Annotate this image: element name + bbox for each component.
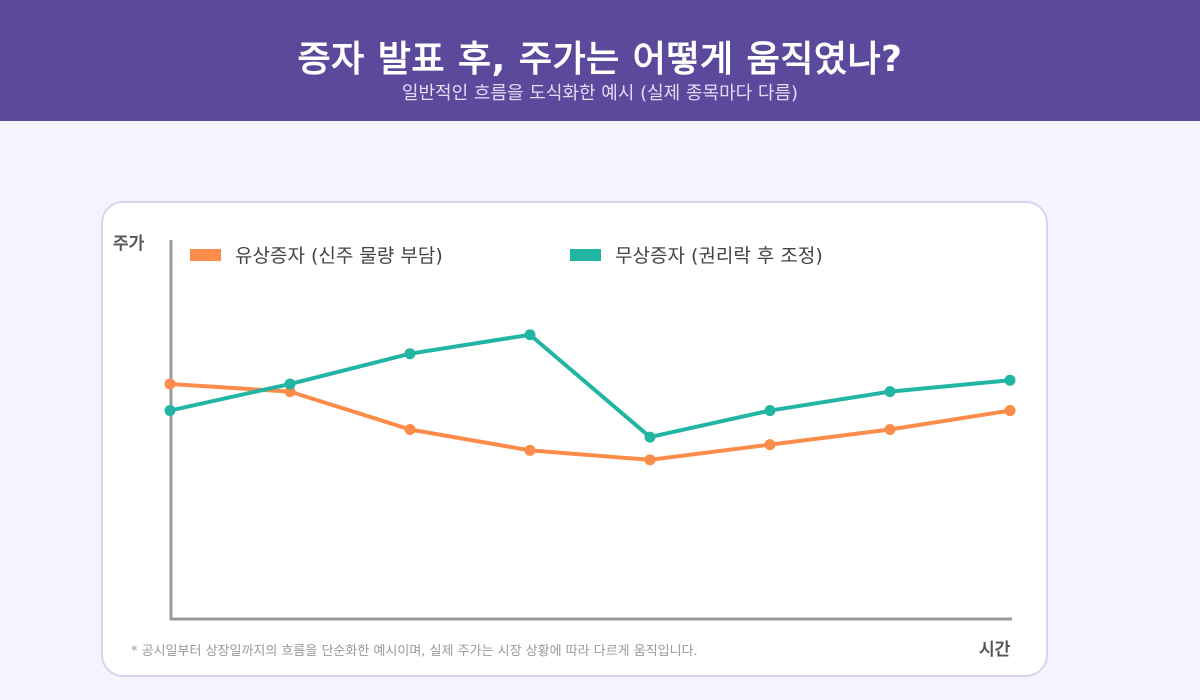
data-point-2-4: [524, 329, 536, 341]
legend: 유상증자 (신주 물량 부담) 무상증자 (권리락 후 조정): [190, 245, 823, 267]
data-point-1-3: [404, 424, 416, 435]
page-title: 증자 발표 후, 주가는 어떻게 움직였나?: [297, 39, 903, 80]
legend-swatch-2: [570, 249, 601, 261]
series-2: [164, 329, 1016, 443]
header-banner: 증자 발표 후, 주가는 어떻게 움직였나? 일반적인 흐름을 도식화한 예시 …: [0, 0, 1200, 121]
data-point-1-8: [1004, 405, 1016, 417]
page-subtitle: 일반적인 흐름을 도식화한 예시 (실제 종목마다 다름): [401, 83, 799, 104]
y-axis-label: 주가: [113, 234, 145, 254]
data-point-2-3: [404, 348, 416, 360]
chart-card: [101, 201, 1048, 677]
data-point-2-1: [164, 405, 176, 417]
data-point-2-5: [644, 431, 656, 443]
legend-label-2: 무상증자 (권리락 후 조정): [615, 245, 823, 267]
series-line-1: [168, 382, 1012, 462]
legend-swatch-1: [190, 249, 221, 261]
data-point-1-1: [164, 378, 176, 390]
series-1: [164, 378, 1016, 466]
series-layer: [164, 329, 1016, 466]
data-point-2-2: [284, 378, 296, 390]
series-line-2: [168, 332, 1012, 440]
data-point-1-2: [284, 386, 296, 398]
data-point-2-7: [884, 386, 896, 398]
data-point-1-5: [644, 454, 656, 466]
data-point-2-6: [764, 405, 776, 417]
footnote: * 공시일부터 상장일까지의 흐름을 단순화한 예시이며, 실제 주가는 시장 …: [131, 644, 698, 659]
data-point-1-4: [524, 444, 536, 456]
data-point-1-7: [884, 424, 896, 435]
legend-label-1: 유상증자 (신주 물량 부담): [235, 245, 443, 267]
data-point-2-8: [1004, 374, 1016, 386]
x-axis-label: 시간: [979, 640, 1011, 660]
data-point-1-6: [764, 439, 776, 451]
